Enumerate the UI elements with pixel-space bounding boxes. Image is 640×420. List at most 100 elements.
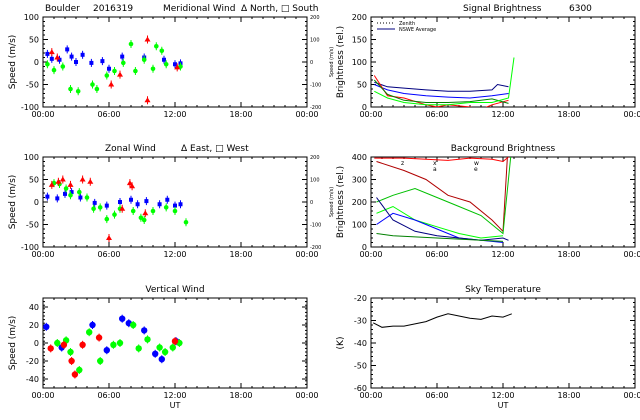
data-point — [76, 366, 83, 374]
x-tick-label: 06:00 — [97, 110, 120, 119]
x-tick-label: 00:00 — [623, 110, 640, 119]
data-point — [112, 212, 117, 217]
y-tick-label: -30 — [354, 317, 367, 326]
y-tick-label: 50 — [29, 36, 39, 45]
data-point — [49, 56, 54, 61]
y2-tick-label: 200 — [310, 155, 320, 161]
y-tick-label: -100 — [21, 103, 39, 112]
data-point — [142, 210, 149, 216]
y-tick-label: -50 — [26, 81, 39, 90]
data-point — [163, 61, 169, 67]
data-point — [173, 203, 177, 208]
data-point — [74, 60, 78, 64]
y-axis-label: Brightness (rel.) — [336, 166, 346, 238]
date-label: 2016319 — [93, 4, 133, 14]
data-point — [68, 357, 75, 365]
chart-signal: Signal Brightness 6300 0 50 100 150 200 Brightn… — [336, 4, 640, 119]
data-point — [144, 336, 151, 343]
legend-label: NSWE Average — [399, 27, 436, 33]
data-point — [141, 327, 148, 334]
data-point — [154, 43, 159, 49]
y-tick-label: 0 — [34, 339, 39, 348]
y-tick-label: 0 — [34, 58, 39, 67]
data-point — [130, 208, 136, 214]
title-wavelength: 6300 — [569, 4, 592, 14]
chart-title: Zonal Wind — [105, 144, 156, 154]
y-tick-label: 150 — [352, 36, 367, 45]
data-point — [126, 180, 133, 186]
y2-tick-label: 100 — [310, 38, 320, 44]
data-point — [84, 195, 90, 200]
site-label: Boulder — [45, 4, 80, 14]
data-point — [150, 66, 156, 72]
chart-vertical: Vertical Wind -40 -20 0 20 40 Speed (m/s) 00:00… — [8, 285, 319, 410]
x-tick-label: 12:00 — [491, 110, 514, 119]
y2-tick-label: 0 — [310, 200, 313, 206]
y-axis-label: Speed (m/s) — [8, 175, 18, 230]
y-tick-label: 200 — [352, 198, 367, 207]
y-tick-label: 100 — [24, 153, 39, 162]
x-tick-label: 18:00 — [229, 110, 252, 119]
data-point — [121, 60, 126, 66]
y2-tick-label: 200 — [310, 15, 320, 21]
plot-frame — [370, 297, 636, 389]
data-point — [129, 197, 133, 202]
title-legend: Δ East, □ West — [181, 144, 249, 154]
series-line — [376, 233, 504, 242]
data-point — [107, 66, 111, 71]
plot-area — [45, 35, 183, 105]
series-line — [373, 75, 509, 107]
data-point — [68, 86, 73, 92]
y-tick-label: 100 — [24, 13, 39, 22]
y-tick-label: 50 — [357, 81, 367, 90]
plot-area — [43, 314, 183, 379]
data-point — [130, 321, 137, 329]
data-point — [60, 64, 66, 69]
data-point — [103, 347, 111, 354]
data-point — [157, 202, 162, 207]
series-line — [373, 79, 509, 104]
data-point — [92, 200, 97, 205]
data-point — [119, 315, 126, 322]
direction-annotation: e — [474, 166, 478, 173]
x-tick-label: 00:00 — [295, 110, 318, 119]
chart-title: Background Brightness — [451, 144, 556, 154]
x-tick-label: 00:00 — [623, 250, 640, 259]
data-point — [95, 334, 103, 341]
x-tick-label: 06:00 — [97, 250, 120, 259]
data-point — [169, 344, 176, 351]
y2-tick-label: 0 — [310, 60, 313, 66]
data-point — [183, 219, 189, 225]
y-tick-label: -40 — [26, 375, 39, 384]
data-point — [150, 208, 156, 214]
y2-tick-label: -200 — [310, 245, 321, 251]
data-point — [104, 216, 110, 222]
data-point — [57, 57, 62, 62]
y-axis-label: Speed (m/s) — [8, 35, 18, 90]
data-point — [173, 62, 177, 67]
plot-area — [374, 157, 512, 243]
x-tick-label: 12:00 — [163, 110, 186, 119]
y-axis-label: (K) — [336, 337, 346, 350]
x-tick-label: 00:00 — [295, 391, 318, 400]
x-tick-label: 00:00 — [31, 391, 54, 400]
x-tick-label: 00:00 — [295, 250, 318, 259]
data-point — [69, 190, 74, 195]
x-tick-label: 12:00 — [491, 391, 514, 400]
x-tick-label: 06:00 — [425, 110, 448, 119]
data-point — [178, 202, 183, 207]
data-point — [172, 208, 178, 214]
data-point — [89, 321, 96, 329]
y-tick-label: -20 — [26, 357, 39, 366]
y-axis-label: Speed (m/s) — [8, 316, 18, 371]
plot-area — [45, 175, 189, 242]
data-point — [100, 59, 105, 64]
data-point — [162, 57, 166, 62]
y-axis-label: Brightness (rel.) — [336, 26, 346, 98]
y2-axis-label: Speed (m/s) — [329, 187, 335, 217]
y-tick-label: -60 — [354, 384, 367, 393]
x-tick-label: 18:00 — [229, 391, 252, 400]
data-point — [91, 206, 96, 212]
y-tick-label: 0 — [34, 198, 39, 207]
